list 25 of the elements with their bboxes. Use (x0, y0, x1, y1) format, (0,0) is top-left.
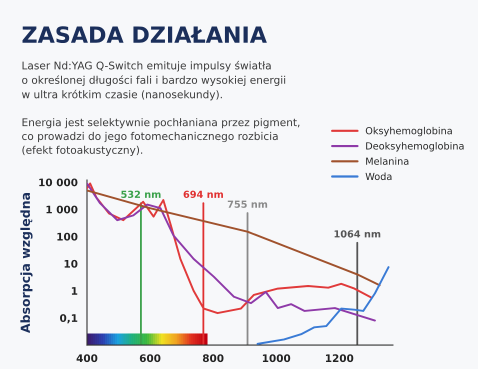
ref-line-label: 755 nm (228, 200, 268, 208)
chart-subtitle: Laser Nd:YAG Q-Switch emituje impulsy światła o określonej długości fali i bardzo wysokiej energii w ultra krótkim czasie (nanosekundy). (22, 60, 286, 100)
y-tick-label: 10 (64, 260, 78, 268)
y-tick-label: 0,1 (60, 314, 78, 324)
y-tick-label: 10 000 (39, 178, 78, 186)
y-tick-label: 1 (72, 287, 78, 295)
legend-label: Woda (366, 172, 392, 180)
line-series (86, 189, 381, 286)
x-tick-label: 600 (140, 354, 160, 362)
legend-label: Melanina (366, 157, 408, 165)
y-axis-title: Absorpcja względna (20, 192, 33, 334)
legend-label: Oksyhemoglobina (366, 126, 452, 136)
legend-label: Deoksyhemoglobina (366, 142, 464, 152)
x-tick-label: 1200 (326, 354, 354, 362)
y-tick-label: 100 (57, 232, 78, 241)
x-tick-label: 1000 (262, 354, 290, 362)
ref-line-label: 694 nm (184, 190, 223, 198)
y-tick-label: 1 000 (46, 206, 78, 214)
x-tick-label: 800 (202, 354, 224, 362)
ref-line-label: 532 nm (121, 190, 161, 198)
line-series (256, 266, 390, 345)
text: Energia jest selektywnie pochłaniana przez pigment, co prowadzi do jego fotomechanicznego rozbicia (efekt fotoakustyczny). (22, 118, 300, 156)
chart-title: ZASADA DZIAŁANIA (22, 26, 267, 44)
ref-line-label: 1064 nm (334, 230, 380, 238)
x-tick-label: 400 (76, 354, 98, 362)
